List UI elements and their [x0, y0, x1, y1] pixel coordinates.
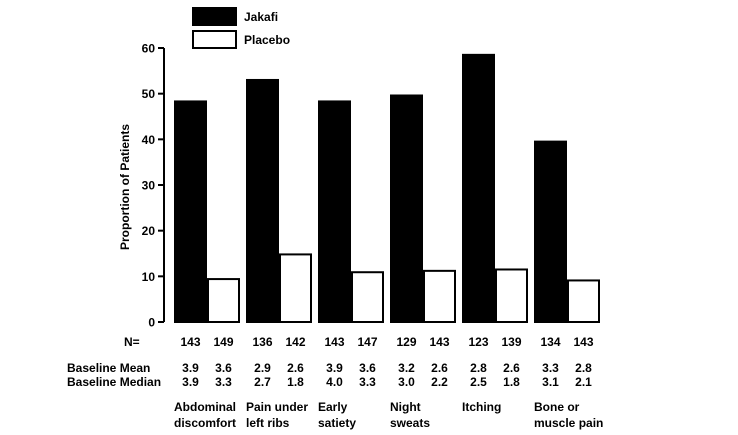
- n-value: 136: [252, 335, 272, 349]
- baseline-median-value: 3.3: [359, 375, 376, 389]
- baseline-median-value: 1.8: [503, 375, 520, 389]
- n-row-label: N=: [124, 335, 140, 349]
- baseline-mean-value: 2.6: [431, 361, 448, 375]
- legend-swatch-jakafi: [192, 7, 237, 26]
- baseline-mean-value: 3.2: [398, 361, 415, 375]
- n-value: 143: [324, 335, 344, 349]
- category-label: Abdominal: [174, 400, 236, 414]
- n-value: 129: [396, 335, 416, 349]
- baseline-median-label: Baseline Median: [67, 375, 161, 389]
- bar-jakafi: [174, 100, 207, 324]
- baseline-mean-value: 3.9: [326, 361, 343, 375]
- category-label: Early: [318, 400, 348, 414]
- n-value: 142: [285, 335, 305, 349]
- y-tick-label: 30: [142, 179, 156, 193]
- baseline-mean-label: Baseline Mean: [67, 361, 150, 375]
- category-label: Pain under: [246, 400, 308, 414]
- baseline-mean-value: 3.3: [542, 361, 559, 375]
- y-axis: 0 10 20 30 40 50 60: [142, 42, 165, 330]
- n-value: 143: [180, 335, 200, 349]
- category-label: Night: [390, 400, 421, 414]
- bar-jakafi: [390, 94, 423, 323]
- bar-jakafi: [534, 140, 567, 323]
- y-tick-label: 50: [142, 87, 156, 101]
- bar-placebo: [423, 269, 456, 323]
- y-tick-label: 60: [142, 42, 156, 56]
- bar-jakafi: [246, 78, 279, 324]
- baseline-median-value: 1.8: [287, 375, 304, 389]
- baseline-mean-value: 3.6: [215, 361, 232, 375]
- category-label: muscle pain: [534, 416, 603, 430]
- legend-label-placebo: Placebo: [244, 33, 290, 47]
- category-label: Itching: [462, 400, 501, 414]
- legend-label-jakafi: Jakafi: [244, 10, 278, 24]
- baseline-median-value: 3.3: [215, 375, 232, 389]
- category-label: left ribs: [246, 416, 290, 430]
- n-value: 139: [501, 335, 521, 349]
- bar-jakafi: [462, 53, 495, 323]
- y-tick-label: 40: [142, 133, 156, 147]
- baseline-mean-value: 2.8: [470, 361, 487, 375]
- y-axis-label: Proportion of Patients: [118, 124, 132, 250]
- legend: Jakafi Placebo: [192, 7, 290, 49]
- bar-jakafi: [318, 100, 351, 324]
- baseline-mean-value: 2.6: [503, 361, 520, 375]
- category-label: satiety: [318, 416, 356, 430]
- n-value: 123: [468, 335, 488, 349]
- baseline-median-value: 3.1: [542, 375, 559, 389]
- bar-placebo: [495, 268, 528, 324]
- baseline-mean-value: 3.6: [359, 361, 376, 375]
- baseline-median-value: 2.1: [575, 375, 592, 389]
- y-tick-label: 20: [142, 224, 156, 238]
- n-value: 134: [540, 335, 560, 349]
- baseline-median-value: 2.2: [431, 375, 448, 389]
- baseline-median-value: 4.0: [326, 375, 343, 389]
- category-label: Bone or: [534, 400, 580, 414]
- baseline-median-value: 2.7: [254, 375, 271, 389]
- baseline-mean-value: 3.9: [182, 361, 199, 375]
- baseline-median-value: 3.0: [398, 375, 415, 389]
- bars: [174, 53, 600, 324]
- bar-placebo: [567, 279, 600, 323]
- bar-placebo: [279, 253, 312, 323]
- baseline-median-value: 3.9: [182, 375, 199, 389]
- y-tick-label: 10: [142, 270, 156, 284]
- n-value: 149: [213, 335, 233, 349]
- legend-swatch-placebo: [192, 30, 237, 49]
- n-value: 143: [429, 335, 449, 349]
- category-label: sweats: [390, 416, 430, 430]
- n-value: 147: [357, 335, 377, 349]
- bar-placebo: [207, 278, 240, 323]
- baseline-median-value: 2.5: [470, 375, 487, 389]
- category-label: discomfort: [174, 416, 236, 430]
- bar-placebo: [351, 271, 384, 323]
- y-tick-label: 0: [148, 316, 155, 330]
- baseline-mean-value: 2.9: [254, 361, 271, 375]
- baseline-mean-value: 2.6: [287, 361, 304, 375]
- n-value: 143: [573, 335, 593, 349]
- baseline-mean-value: 2.8: [575, 361, 592, 375]
